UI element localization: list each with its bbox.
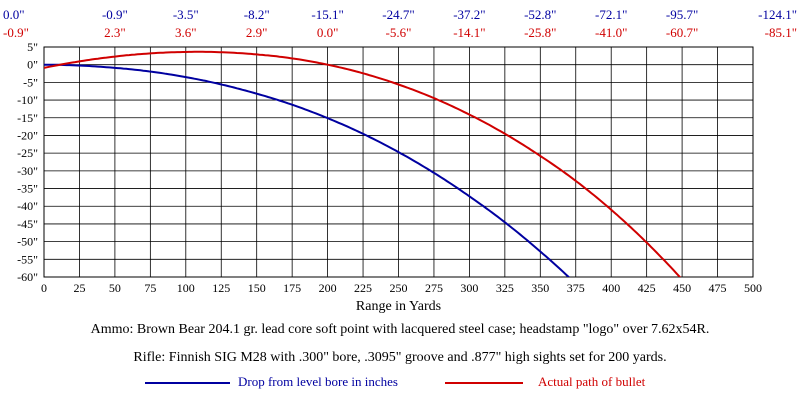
- x-tick-label: 350: [531, 281, 549, 295]
- path-value-label: -85.1": [765, 25, 797, 40]
- y-tick-label: -20": [17, 128, 38, 142]
- series-line-drop: [44, 63, 571, 277]
- drop-value-label: -8.2": [244, 7, 270, 22]
- drop-value-label: -3.5": [173, 7, 199, 22]
- y-tick-label: 0": [27, 58, 38, 72]
- x-tick-label: 300: [460, 281, 478, 295]
- y-tick-label: 5": [27, 40, 38, 54]
- x-tick-label: 475: [709, 281, 727, 295]
- x-tick-label: 25: [73, 281, 85, 295]
- drop-value-label: -0.9": [102, 7, 128, 22]
- drop-value-label: -95.7": [666, 7, 698, 22]
- plot-area: [44, 50, 682, 277]
- path-values-row: -0.9" 2.3" 3.6" 2.9" 0.0" -5.6" -14.1" -25.8" -4…: [3, 25, 797, 40]
- x-axis-title: Range in Yards: [356, 299, 441, 314]
- drop-value-label: -124.1": [758, 7, 797, 22]
- legend-swatch-drop: [145, 382, 230, 384]
- path-value-label: -5.6": [386, 25, 412, 40]
- y-axis-tick-labels: 5" 0" -5" -10" -15" -20" -25" -30" -35" -40" -45" -…: [17, 40, 38, 284]
- x-tick-label: 275: [425, 281, 443, 295]
- y-tick-label: -55": [17, 252, 38, 266]
- y-tick-label: -45": [17, 217, 38, 231]
- x-tick-label: 125: [212, 281, 230, 295]
- y-tick-label: -30": [17, 164, 38, 178]
- y-tick-label: -15": [17, 111, 38, 125]
- x-tick-label: 425: [638, 281, 656, 295]
- y-tick-label: -40": [17, 199, 38, 213]
- legend-item-drop: Drop from level bore in inches: [145, 374, 455, 392]
- x-tick-label: 200: [319, 281, 337, 295]
- x-tick-label: 100: [177, 281, 195, 295]
- series-line-path: [44, 50, 682, 277]
- path-value-label: -41.0": [595, 25, 627, 40]
- legend-item-path: Actual path of bullet: [445, 374, 675, 392]
- x-tick-label: 50: [109, 281, 121, 295]
- legend-swatch-path: [445, 382, 523, 384]
- ballistics-chart: 0.0" -0.9" -3.5" -8.2" -15.1" -24.7" -37.2" -52…: [3, 7, 797, 314]
- path-value-label: -14.1": [453, 25, 485, 40]
- x-tick-label: 375: [567, 281, 585, 295]
- y-tick-label: -5": [23, 75, 38, 89]
- path-value-label: -0.9": [3, 25, 29, 40]
- rifle-caption: Rifle: Finnish SIG M28 with .300" bore, …: [133, 350, 667, 365]
- ammo-caption: Ammo: Brown Bear 204.1 gr. lead core sof…: [90, 322, 710, 337]
- path-value-label: 3.6": [175, 25, 197, 40]
- drop-value-label: -72.1": [595, 7, 627, 22]
- x-tick-label: 400: [602, 281, 620, 295]
- drop-value-label: -24.7": [382, 7, 414, 22]
- path-value-label: 0.0": [317, 25, 339, 40]
- drop-value-label: 0.0": [3, 7, 25, 22]
- y-tick-label: -10": [17, 93, 38, 107]
- x-tick-label: 0: [41, 281, 47, 295]
- path-value-label: -25.8": [524, 25, 556, 40]
- path-value-label: -60.7": [666, 25, 698, 40]
- drop-value-label: -37.2": [453, 7, 485, 22]
- x-tick-label: 250: [390, 281, 408, 295]
- x-tick-label: 450: [673, 281, 691, 295]
- y-tick-label: -50": [17, 235, 38, 249]
- x-tick-label: 150: [248, 281, 266, 295]
- legend-label-path: Actual path of bullet: [538, 374, 646, 389]
- x-tick-label: 225: [354, 281, 372, 295]
- x-tick-label: 175: [283, 281, 301, 295]
- x-tick-label: 500: [744, 281, 762, 295]
- legend-label-drop: Drop from level bore in inches: [238, 374, 398, 389]
- path-value-label: 2.3": [104, 25, 126, 40]
- y-tick-label: -60": [17, 270, 38, 284]
- x-tick-label: 325: [496, 281, 514, 295]
- drop-value-label: -52.8": [524, 7, 556, 22]
- drop-values-row: 0.0" -0.9" -3.5" -8.2" -15.1" -24.7" -37.2" -52…: [3, 7, 797, 22]
- y-tick-label: -35": [17, 182, 38, 196]
- x-axis-tick-labels: 0 25 50 75 100 125 150 175 200 225 250 275 300 325 350…: [41, 281, 762, 295]
- drop-value-label: -15.1": [311, 7, 343, 22]
- path-value-label: 2.9": [246, 25, 268, 40]
- y-tick-label: -25": [17, 146, 38, 160]
- x-tick-label: 75: [144, 281, 156, 295]
